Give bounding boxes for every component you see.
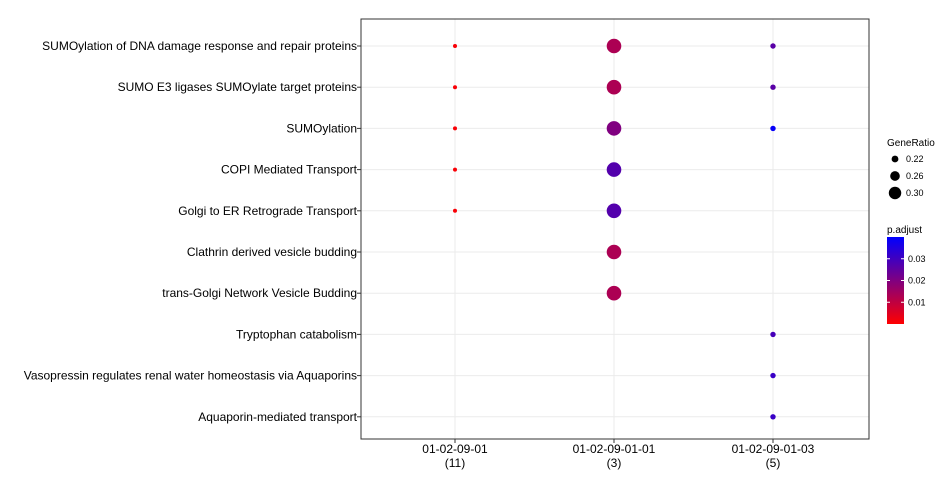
x-tick-count: (5) (766, 456, 781, 470)
data-point (453, 126, 457, 131)
y-axis-labels: SUMOylation of DNA damage response and r… (24, 39, 361, 424)
panel-border (360, 18, 870, 440)
color-legend: p.adjust 0.01 0.02 0.03 (887, 225, 926, 324)
y-tick-label: Clathrin derived vesicle budding (187, 245, 357, 259)
data-point (770, 84, 776, 90)
x-tick-label: 01-02-09-01-03 (732, 442, 815, 456)
data-point (606, 285, 622, 301)
data-point (606, 79, 622, 95)
size-legend-label: 0.22 (906, 154, 924, 164)
data-point (606, 244, 622, 260)
x-tick-count: (3) (607, 456, 622, 470)
data-point (606, 38, 622, 54)
y-tick-label: Tryptophan catabolism (236, 327, 357, 341)
x-tick-count: (11) (445, 456, 465, 470)
size-legend: GeneRatio 0.22 0.26 0.30 (887, 138, 935, 200)
y-tick-label: SUMOylation (286, 121, 357, 135)
color-legend-label: 0.02 (908, 276, 926, 286)
size-legend-key (891, 155, 899, 163)
color-legend-label: 0.01 (908, 297, 926, 307)
data-point (606, 121, 622, 136)
size-legend-key (890, 171, 900, 181)
size-legend-key (888, 186, 902, 200)
size-legend-label: 0.30 (906, 188, 924, 198)
data-point (770, 372, 776, 379)
size-legend-label: 0.26 (906, 171, 924, 181)
y-tick-label: COPI Mediated Transport (221, 163, 358, 177)
y-tick-label: SUMO E3 ligases SUMOylate target protein… (118, 80, 357, 94)
data-point (770, 414, 776, 420)
color-legend-title: p.adjust (887, 225, 922, 236)
y-tick-label: trans-Golgi Network Vesicle Budding (162, 286, 357, 300)
data-point (453, 167, 457, 172)
size-legend-title: GeneRatio (887, 138, 935, 149)
x-tick-label: 01-02-09-01-01 (573, 442, 656, 456)
data-points (453, 38, 776, 420)
color-legend-label: 0.03 (908, 254, 926, 264)
data-point (770, 125, 776, 132)
color-legend-bar (887, 237, 904, 324)
data-point (453, 208, 457, 213)
data-point (453, 85, 457, 90)
x-tick-label: 01-02-09-01 (422, 442, 488, 456)
data-point (606, 162, 622, 177)
y-tick-label: SUMOylation of DNA damage response and r… (42, 39, 357, 53)
data-point (606, 203, 622, 219)
data-point (453, 44, 457, 48)
data-point (770, 43, 776, 49)
data-point (770, 331, 776, 338)
y-tick-label: Aquaporin-mediated transport (198, 410, 357, 424)
y-tick-label: Golgi to ER Retrograde Transport (178, 204, 357, 218)
y-tick-label: Vasopressin regulates renal water homeos… (24, 369, 357, 383)
x-axis-labels: 01-02-09-01(11) 01-02-09-01-01(3) 01-02-09… (422, 439, 815, 470)
